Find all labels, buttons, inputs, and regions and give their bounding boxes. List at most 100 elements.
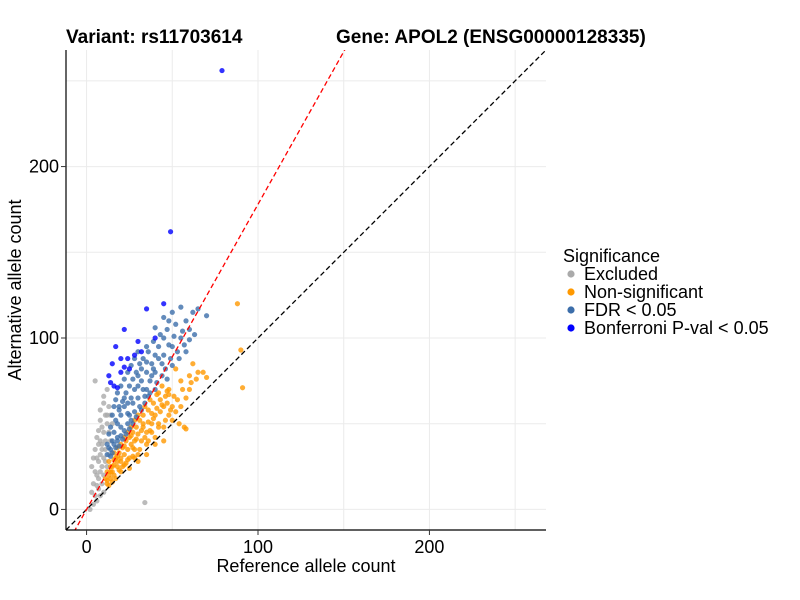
data-point <box>90 455 97 461</box>
data-point <box>191 331 198 338</box>
data-point <box>121 403 127 410</box>
data-point <box>178 304 184 310</box>
data-point <box>94 434 100 441</box>
legend-swatch <box>567 306 575 314</box>
data-point <box>143 306 150 312</box>
y-tick-label: 100 <box>29 328 59 348</box>
data-point <box>128 395 134 401</box>
data-point <box>92 378 98 384</box>
data-point <box>200 369 206 375</box>
data-point <box>167 407 174 413</box>
data-point <box>149 410 155 417</box>
data-point <box>143 343 150 350</box>
data-point <box>106 458 112 465</box>
data-point <box>107 379 114 386</box>
data-point <box>137 361 143 367</box>
data-point <box>179 328 186 334</box>
data-point <box>159 361 165 367</box>
data-point <box>99 481 105 487</box>
data-point <box>183 318 189 324</box>
data-point <box>119 463 126 470</box>
data-point <box>121 451 127 458</box>
data-point <box>118 424 124 430</box>
legend-swatch <box>567 324 575 332</box>
data-point <box>97 407 103 413</box>
data-point <box>138 366 145 372</box>
data-point <box>106 445 112 451</box>
y-tick-label: 200 <box>29 157 59 177</box>
data-point <box>173 321 179 327</box>
data-point <box>135 373 141 379</box>
data-point <box>173 409 179 415</box>
data-point <box>167 229 174 235</box>
data-point <box>95 441 102 447</box>
y-axis-title: Alternative allele count <box>5 199 25 380</box>
data-point <box>118 355 124 362</box>
data-point <box>166 391 172 398</box>
data-point <box>109 412 115 418</box>
data-point <box>155 355 162 362</box>
data-point <box>113 343 119 350</box>
data-point <box>155 343 162 350</box>
data-point <box>126 366 133 372</box>
data-point <box>193 376 199 382</box>
data-point <box>164 400 170 406</box>
data-point <box>89 489 95 495</box>
legend-label: FDR < 0.05 <box>584 300 677 320</box>
data-point <box>95 475 102 482</box>
data-point <box>121 326 127 333</box>
data-point <box>161 301 167 307</box>
data-point <box>114 385 121 391</box>
data-point <box>178 403 184 410</box>
data-point <box>159 383 165 389</box>
data-point <box>159 402 165 408</box>
data-point <box>95 427 102 434</box>
data-point <box>130 376 136 382</box>
legend: Significance ExcludedNon-significantFDR … <box>563 246 769 338</box>
data-point <box>130 445 136 451</box>
data-point <box>106 403 112 410</box>
data-point <box>131 352 138 358</box>
data-points <box>87 67 246 513</box>
data-point <box>99 424 105 430</box>
chart-title-variant: Variant: rs11703614 <box>66 27 243 48</box>
data-point <box>145 407 151 413</box>
data-point <box>147 390 153 396</box>
data-point <box>152 352 158 358</box>
data-point <box>140 355 146 362</box>
data-point <box>97 469 103 475</box>
data-point <box>131 386 138 393</box>
data-point <box>179 386 186 393</box>
data-point <box>135 383 141 389</box>
data-point <box>133 436 139 442</box>
data-point <box>169 362 175 369</box>
data-point <box>183 349 189 355</box>
legend-title: Significance <box>563 246 660 266</box>
legend-swatch <box>567 288 575 296</box>
data-point <box>116 403 122 410</box>
axes: 0 100 200 0 100 200 <box>29 50 546 557</box>
data-point <box>121 364 127 370</box>
data-point <box>140 386 146 393</box>
data-point <box>161 438 167 444</box>
data-point <box>145 438 151 444</box>
data-point <box>87 506 93 513</box>
data-point <box>116 467 122 473</box>
data-point <box>133 424 139 430</box>
data-point <box>114 390 121 396</box>
data-point <box>150 400 157 406</box>
data-point <box>147 427 153 434</box>
data-point <box>125 410 131 417</box>
data-point <box>143 369 150 375</box>
data-point <box>171 393 177 399</box>
data-point <box>101 429 107 435</box>
data-point <box>166 412 172 418</box>
data-point <box>104 451 110 458</box>
data-point <box>178 335 184 341</box>
data-point <box>135 338 141 345</box>
data-point <box>150 366 157 372</box>
data-point <box>125 400 131 406</box>
data-point <box>147 378 153 384</box>
data-point <box>166 342 172 348</box>
data-point <box>128 433 134 439</box>
